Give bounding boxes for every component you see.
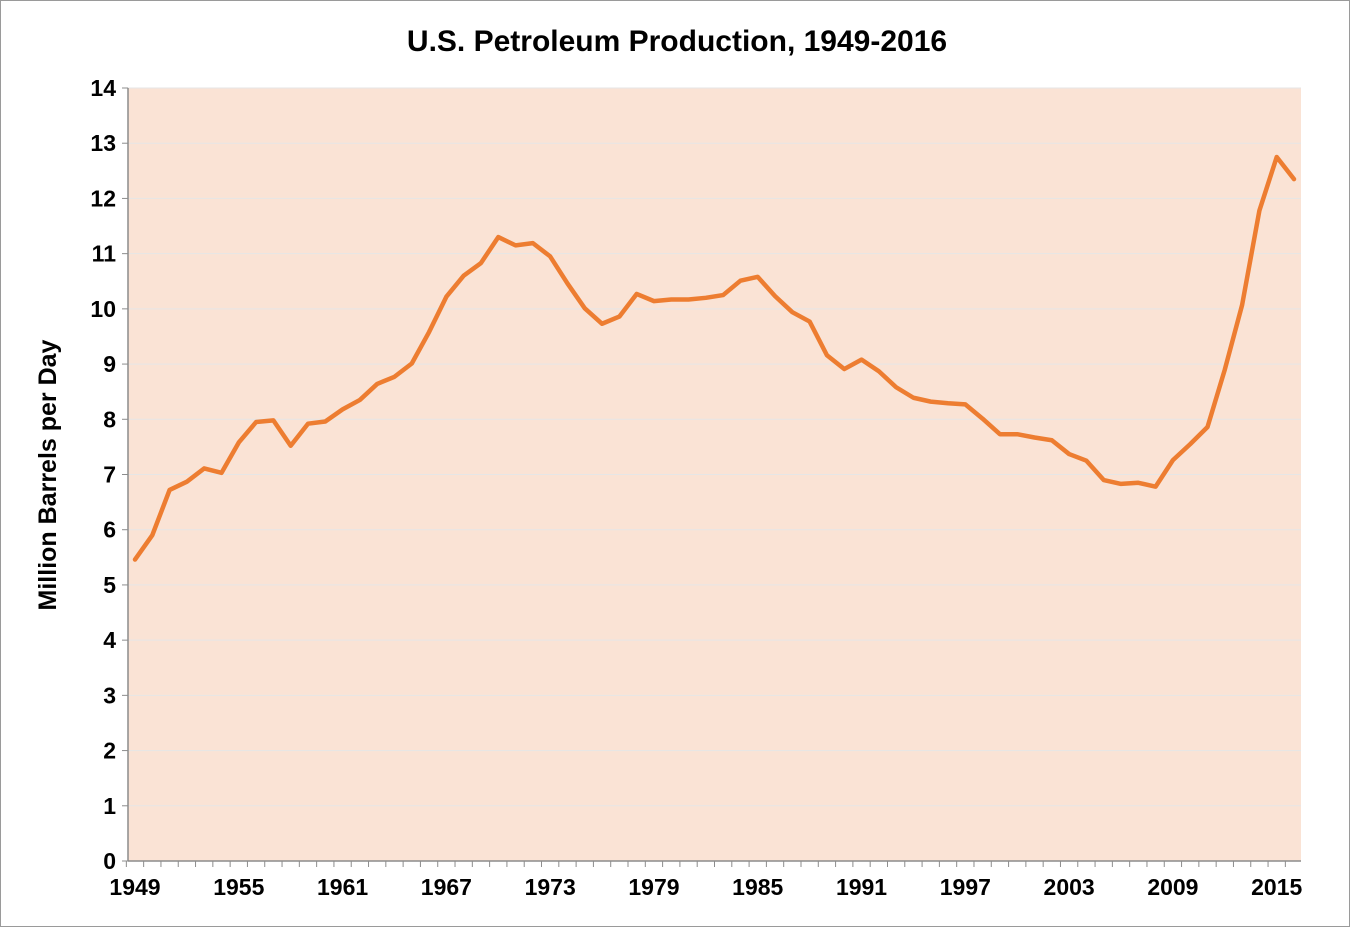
y-tick-label: 0 xyxy=(103,848,116,874)
x-tick-label: 1967 xyxy=(421,874,472,900)
y-axis-label: Million Barrels per Day xyxy=(34,339,62,610)
x-tick-label: 1961 xyxy=(317,874,368,900)
y-tick-label: 14 xyxy=(90,75,116,101)
x-axis-ticks: 1949 1955 1961 1967 1973 1979 1985 1991 1997 2003… xyxy=(109,861,1302,900)
x-tick-label: 1997 xyxy=(940,874,991,900)
y-tick-label: 12 xyxy=(90,185,116,211)
y-tick-label: 2 xyxy=(103,738,116,764)
x-tick-label: 2003 xyxy=(1044,874,1095,900)
y-tick-label: 6 xyxy=(103,517,116,543)
y-tick-label: 10 xyxy=(90,296,116,322)
x-tick-label: 1991 xyxy=(836,874,887,900)
y-tick-label: 3 xyxy=(103,682,116,708)
y-tick-label: 13 xyxy=(90,130,116,156)
gridlines xyxy=(128,87,1301,807)
y-tick-label: 8 xyxy=(103,406,116,432)
x-tick-label: 2015 xyxy=(1251,874,1302,900)
y-tick-label: 5 xyxy=(103,572,116,598)
y-tick-label: 7 xyxy=(103,462,116,488)
x-tick-label: 1949 xyxy=(109,874,160,900)
y-tick-label: 1 xyxy=(103,793,116,819)
x-tick-label: 1955 xyxy=(213,874,264,900)
production-line xyxy=(132,154,1297,562)
y-tick-label: 9 xyxy=(103,351,116,377)
y-tick-label: 4 xyxy=(103,627,116,653)
x-tick-label: 1979 xyxy=(628,874,679,900)
x-tick-label: 2009 xyxy=(1147,874,1198,900)
y-tick-label: 11 xyxy=(92,241,117,267)
x-tick-label: 1985 xyxy=(732,874,783,900)
x-tick-label: 1973 xyxy=(525,874,576,900)
chart-title: U.S. Petroleum Production, 1949-2016 xyxy=(407,25,947,58)
